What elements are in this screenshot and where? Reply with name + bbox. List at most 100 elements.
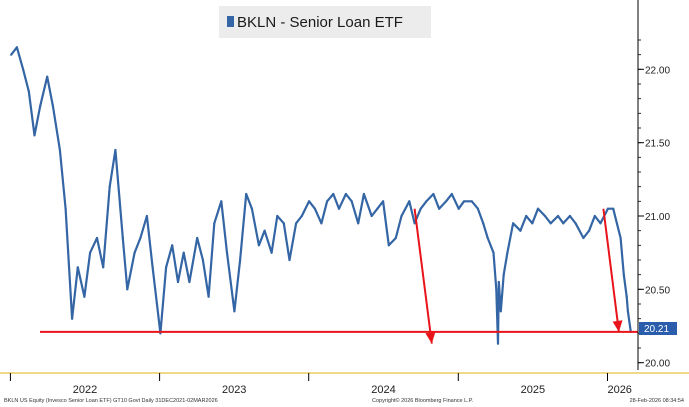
series-point [337, 207, 341, 210]
series-point [165, 266, 168, 269]
series-point [588, 229, 591, 232]
series-point [502, 273, 505, 276]
x-tick-label: 2025 [521, 384, 545, 396]
arrow-shaft [413, 208, 433, 344]
series-point [233, 310, 236, 313]
series-point [46, 75, 49, 78]
series-point [71, 317, 74, 320]
x-axis: 2022 2023 2024 2025 2026 [0, 372, 689, 396]
series-point [497, 280, 500, 284]
legend: BKLN - Senior Loan ETF [219, 6, 431, 38]
series-point [133, 251, 136, 254]
series-point [76, 266, 79, 269]
series-point [599, 222, 602, 225]
series-point [225, 251, 229, 254]
series-point [536, 207, 540, 210]
series-point [295, 222, 298, 225]
series-point [108, 185, 111, 188]
series-point [413, 222, 416, 225]
series-point [95, 236, 99, 240]
series-point [313, 207, 316, 210]
x-tick-label: 2026 [607, 384, 631, 396]
last-value-box [639, 322, 677, 335]
x-tick-label: 2024 [371, 384, 395, 396]
legend-box [219, 6, 431, 38]
series-point [171, 244, 174, 247]
series-point [350, 200, 353, 203]
series-point [511, 222, 515, 225]
series-point [394, 236, 397, 240]
series-point [201, 258, 204, 262]
series-point [300, 214, 303, 218]
series-point [308, 200, 311, 203]
series-point [176, 280, 180, 284]
series-point [282, 222, 285, 225]
series-point [33, 134, 36, 137]
series-point [562, 222, 565, 225]
series-point [549, 222, 552, 225]
arrow-shaft [602, 208, 620, 333]
series-point [625, 295, 628, 298]
series-point [499, 310, 502, 313]
series-point [362, 192, 365, 196]
x-ticks: 2022 2023 2024 2025 2026 [9, 373, 632, 396]
series-point [574, 222, 577, 225]
footer-left: BKLN US Equity (Invesco Senior Loan ETF)… [4, 398, 218, 404]
x-tick-label: 2023 [222, 384, 246, 396]
series-point [83, 295, 86, 298]
series-point [257, 244, 260, 247]
series-point [495, 288, 498, 291]
series-point [382, 200, 385, 203]
series-point [525, 214, 528, 218]
series-point [486, 236, 489, 240]
series-point [370, 214, 373, 218]
series-point [332, 192, 335, 196]
series-point [263, 229, 266, 232]
series-point [139, 236, 142, 240]
series-point [419, 207, 422, 210]
series-point [196, 236, 199, 240]
y-tick-label: 22.00 [645, 65, 670, 76]
series-point [207, 295, 210, 298]
series-point [612, 207, 615, 210]
series-point [51, 104, 55, 108]
series-point [102, 266, 105, 269]
footer-center: Copyright© 2026 Bloomberg Finance L.P. [372, 397, 474, 404]
series-point [387, 244, 390, 247]
y-tick-label: 21.50 [645, 139, 670, 150]
series-point [568, 214, 572, 218]
series-point [39, 104, 42, 108]
series-point [245, 192, 248, 196]
series-point [270, 251, 273, 254]
last-value-tag: 20.21 [639, 322, 677, 335]
arrow-head [612, 320, 623, 332]
series-point [89, 251, 92, 254]
series-point [213, 222, 216, 225]
series-point [457, 207, 460, 210]
series-point [482, 222, 485, 225]
series-point [145, 214, 148, 218]
series-point [582, 236, 585, 240]
series-point [425, 200, 428, 203]
series-point [276, 214, 279, 218]
series-point [58, 148, 62, 152]
footer-right: 28-Feb-2026 08:34:54 [630, 398, 684, 404]
y-tick-label: 20.00 [645, 359, 670, 370]
series-point [326, 200, 329, 203]
series-point [438, 207, 441, 210]
series-point [64, 207, 67, 210]
series-point [432, 192, 435, 196]
series-point [531, 222, 534, 225]
legend-label: BKLN - Senior Loan ETF [237, 14, 403, 31]
series-point [22, 68, 25, 71]
series-point [288, 258, 291, 262]
series-point [496, 342, 500, 345]
series-point [344, 192, 347, 196]
series-point [320, 222, 323, 225]
series-point [619, 236, 622, 240]
y-tick-label: 21.00 [645, 212, 670, 223]
series-point [556, 214, 560, 218]
series-point [626, 310, 630, 313]
arrow-head [425, 332, 436, 344]
